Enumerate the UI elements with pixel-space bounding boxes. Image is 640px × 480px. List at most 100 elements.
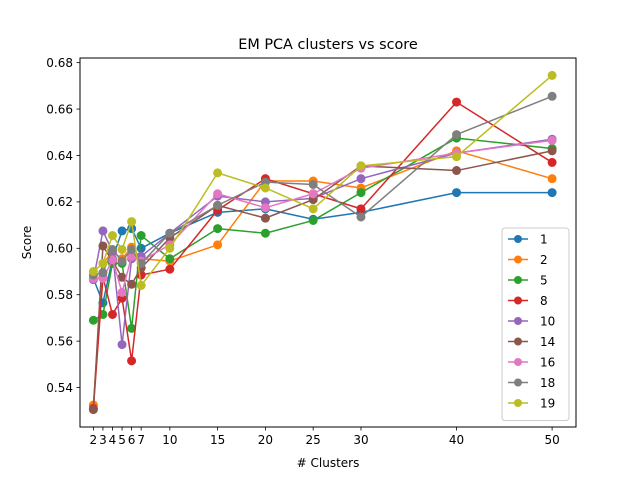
data-point [88, 267, 98, 277]
data-point [260, 228, 270, 238]
data-point [213, 240, 223, 250]
data-point [213, 224, 223, 234]
data-point [356, 212, 366, 222]
legend-item: 16 [508, 355, 555, 369]
y-tick-label: 0.64 [46, 149, 73, 163]
x-tick-label: 10 [162, 433, 177, 447]
plot-area [88, 70, 557, 415]
legend: 1 2 5 8 10 14 16 18 19 [501, 227, 570, 421]
data-point [356, 204, 366, 214]
series-layer [88, 70, 557, 415]
data-point [547, 135, 557, 145]
x-tick-label: 15 [210, 433, 225, 447]
data-point [88, 405, 98, 415]
x-tick-label: 20 [258, 433, 273, 447]
legend-marker [514, 235, 522, 243]
legend-item: 2 [508, 253, 548, 267]
legend-label: 5 [540, 273, 548, 287]
data-point [127, 279, 137, 289]
data-point [98, 241, 108, 251]
data-point [117, 340, 127, 350]
data-point [547, 188, 557, 198]
legend-marker [514, 378, 522, 387]
data-point [127, 217, 137, 227]
data-point [308, 215, 318, 225]
data-point [547, 70, 557, 80]
data-point [547, 174, 557, 184]
data-point [117, 226, 127, 236]
data-point [260, 183, 270, 193]
data-point [107, 231, 117, 241]
data-point [308, 179, 318, 189]
data-point [165, 254, 175, 264]
data-point [356, 174, 366, 184]
data-point [107, 244, 117, 254]
data-point [136, 243, 146, 253]
x-tick-label: 5 [118, 433, 126, 447]
data-point [260, 203, 270, 213]
data-point [127, 356, 137, 366]
y-tick-label: 0.58 [46, 288, 73, 302]
y-tick-label: 0.60 [46, 242, 73, 256]
legend-item: 10 [508, 314, 555, 328]
legend-label: 8 [540, 294, 548, 308]
legend-marker [514, 358, 522, 366]
data-point [88, 315, 98, 325]
legend-label: 19 [540, 396, 555, 410]
y-tick-label: 0.56 [46, 334, 73, 348]
data-point [213, 189, 223, 199]
data-point [452, 188, 462, 198]
x-axis-title: # Clusters [297, 456, 360, 470]
y-tick-label: 0.62 [46, 195, 73, 209]
series-19 [88, 70, 557, 290]
legend-label: 18 [540, 376, 555, 390]
legend-item: 5 [508, 273, 548, 287]
x-tick-label: 30 [353, 433, 368, 447]
y-axis: 0.54 0.56 0.58 0.60 0.62 0.64 0.66 0.68 [46, 56, 80, 395]
data-point [547, 146, 557, 156]
chart-title: EM PCA clusters vs score [238, 37, 418, 53]
data-point [117, 256, 127, 266]
data-point [136, 231, 146, 241]
data-point [452, 166, 462, 176]
x-axis: 2 3 4 5 6 7 10 15 20 25 30 40 50 [90, 427, 560, 447]
data-point [308, 204, 318, 214]
data-point [127, 244, 137, 254]
data-point [136, 280, 146, 290]
x-tick-label: 3 [99, 433, 107, 447]
data-point [117, 244, 127, 254]
x-tick-label: 50 [544, 433, 559, 447]
series-18 [88, 91, 557, 280]
legend-marker [514, 317, 522, 325]
legend-label: 16 [540, 355, 555, 369]
y-axis-title: Score [20, 226, 34, 260]
x-tick-label: 2 [90, 433, 98, 447]
data-point [165, 228, 175, 238]
axes-frame [79, 57, 577, 428]
x-tick-label: 40 [449, 433, 464, 447]
data-point [260, 213, 270, 223]
data-point [117, 287, 127, 297]
legend-marker [514, 296, 522, 305]
x-tick-label: 7 [137, 433, 145, 447]
legend-label: 2 [540, 253, 548, 267]
y-tick-label: 0.66 [46, 102, 73, 116]
legend-label: 14 [540, 335, 555, 349]
legend-item: 14 [508, 335, 555, 349]
data-point [547, 157, 557, 167]
legend-item: 19 [508, 396, 555, 410]
data-point [452, 152, 462, 162]
y-tick-label: 0.68 [46, 56, 73, 70]
data-point [107, 309, 117, 319]
legend-marker [514, 399, 522, 407]
data-point [98, 258, 108, 268]
legend-box [501, 227, 570, 421]
x-tick-label: 6 [128, 433, 136, 447]
legend-item: 1 [508, 232, 548, 246]
data-point [98, 226, 108, 236]
data-point [356, 161, 366, 171]
x-tick-label: 25 [306, 433, 321, 447]
legend-marker [514, 276, 522, 284]
data-point [356, 188, 366, 198]
